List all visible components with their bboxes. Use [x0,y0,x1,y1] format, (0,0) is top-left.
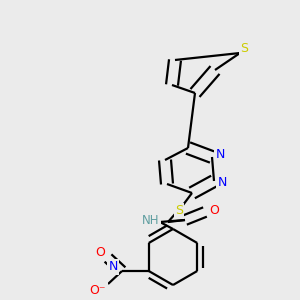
Text: O: O [209,203,219,217]
Text: NH: NH [142,214,160,226]
Text: O⁻: O⁻ [90,284,106,296]
Text: S: S [175,205,183,218]
Text: O: O [95,247,105,260]
Text: N: N [215,148,225,161]
Text: S: S [240,41,248,55]
Text: N: N [217,176,227,190]
Text: N: N [108,260,118,274]
